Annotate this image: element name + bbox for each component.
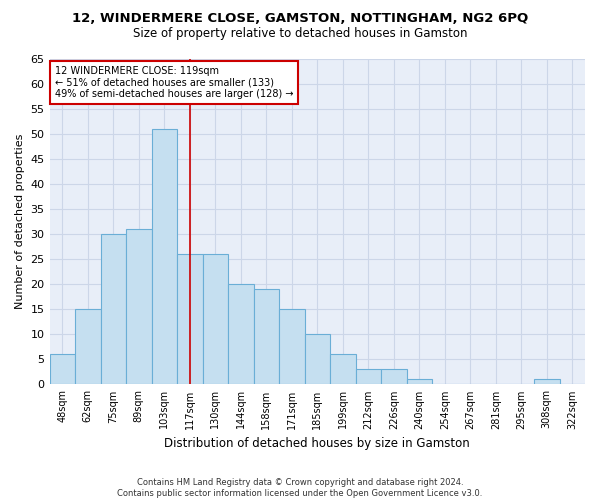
Text: 12 WINDERMERE CLOSE: 119sqm
← 51% of detached houses are smaller (133)
49% of se: 12 WINDERMERE CLOSE: 119sqm ← 51% of det… [55,66,293,98]
Text: Contains HM Land Registry data © Crown copyright and database right 2024.
Contai: Contains HM Land Registry data © Crown c… [118,478,482,498]
Bar [330,354,356,384]
Bar [356,370,381,384]
Bar [228,284,254,384]
X-axis label: Distribution of detached houses by size in Gamston: Distribution of detached houses by size … [164,437,470,450]
Text: 12, WINDERMERE CLOSE, GAMSTON, NOTTINGHAM, NG2 6PQ: 12, WINDERMERE CLOSE, GAMSTON, NOTTINGHA… [72,12,528,26]
Bar [534,380,560,384]
Bar [381,370,407,384]
Bar [152,129,177,384]
Bar [177,254,203,384]
Bar [50,354,75,384]
Text: Size of property relative to detached houses in Gamston: Size of property relative to detached ho… [133,28,467,40]
Bar [203,254,228,384]
Y-axis label: Number of detached properties: Number of detached properties [15,134,25,310]
Bar [305,334,330,384]
Bar [101,234,126,384]
Bar [75,310,101,384]
Bar [126,229,152,384]
Bar [254,290,279,384]
Bar [279,310,305,384]
Bar [407,380,432,384]
